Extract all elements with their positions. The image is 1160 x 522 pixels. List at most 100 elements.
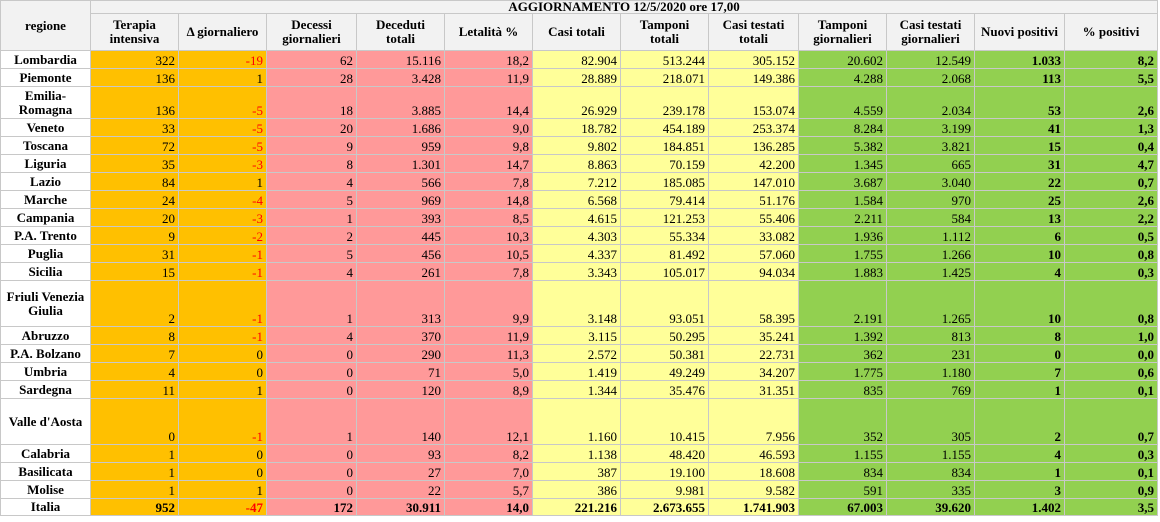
cell-tamponi: 105.017 xyxy=(620,262,709,281)
cell-testati: 22.731 xyxy=(708,344,799,363)
cell-pct: 5,5 xyxy=(1063,68,1159,87)
cell-tamponi: 93.051 xyxy=(620,280,709,327)
cell-decessi-g: 5 xyxy=(266,244,357,263)
cell-regione: Liguria xyxy=(0,154,91,173)
cell-testati-g: 584 xyxy=(886,208,975,227)
cell-nuovi: 53 xyxy=(974,86,1065,119)
header-casi-testati-totali: Casi testati totali xyxy=(708,13,799,51)
cell-decessi-g: 4 xyxy=(266,262,357,281)
cell-letalita: 8,9 xyxy=(444,380,533,399)
cell-casi: 3.115 xyxy=(532,326,621,345)
cell-delta: 1 xyxy=(178,380,267,399)
cell-deceduti: 120 xyxy=(356,380,445,399)
cell-testati: 34.207 xyxy=(708,362,799,381)
cell-delta: -1 xyxy=(178,262,267,281)
table-row: Molise 1 1 0 22 5,7 386 9.981 9.582 591 335 3 0,9 xyxy=(0,480,1159,499)
cell-delta: -1 xyxy=(178,244,267,263)
cell-deceduti: 71 xyxy=(356,362,445,381)
cell-deceduti: 445 xyxy=(356,226,445,245)
cell-casi: 7.212 xyxy=(532,172,621,191)
cell-deceduti: 140 xyxy=(356,398,445,445)
cell-tamponi-g: 1.883 xyxy=(798,262,887,281)
cell-tamponi: 184.851 xyxy=(620,136,709,155)
cell-terapia: 15 xyxy=(90,262,179,281)
table-body: Lombardia 322 -19 62 15.116 18,2 82.904 513.244… xyxy=(0,50,1159,516)
cell-letalita: 12,1 xyxy=(444,398,533,445)
cell-casi: 3.343 xyxy=(532,262,621,281)
cell-casi: 1.160 xyxy=(532,398,621,445)
cell-tamponi-g: 591 xyxy=(798,480,887,499)
cell-pct: 0,8 xyxy=(1063,280,1159,327)
cell-tamponi: 218.071 xyxy=(620,68,709,87)
header-terapia-intensiva: Terapia intensiva xyxy=(90,13,179,51)
cell-delta: 1 xyxy=(178,480,267,499)
cell-letalita: 9,9 xyxy=(444,280,533,327)
cell-testati-g: 3.199 xyxy=(886,118,975,137)
cell-nuovi: 6 xyxy=(974,226,1065,245)
cell-testati: 58.395 xyxy=(708,280,799,327)
cell-testati-g: 39.620 xyxy=(886,498,975,516)
cell-testati-g: 769 xyxy=(886,380,975,399)
header-decessi-giornalieri: Decessi giornalieri xyxy=(266,13,357,51)
cell-casi: 26.929 xyxy=(532,86,621,119)
cell-tamponi-g: 5.382 xyxy=(798,136,887,155)
cell-terapia: 952 xyxy=(90,498,179,516)
cell-delta: -1 xyxy=(178,398,267,445)
cell-terapia: 4 xyxy=(90,362,179,381)
cell-tamponi: 239.178 xyxy=(620,86,709,119)
cell-pct: 1,3 xyxy=(1063,118,1159,137)
header-casi-testati-giornalieri: Casi testati giornalieri xyxy=(886,13,975,51)
cell-deceduti: 456 xyxy=(356,244,445,263)
cell-casi: 386 xyxy=(532,480,621,499)
cell-delta: 1 xyxy=(178,68,267,87)
cell-testati-g: 813 xyxy=(886,326,975,345)
table-row: Abruzzo 8 -1 4 370 11,9 3.115 50.295 35.241 1.392… xyxy=(0,326,1159,345)
cell-casi: 2.572 xyxy=(532,344,621,363)
cell-nuovi: 2 xyxy=(974,398,1065,445)
cell-letalita: 18,2 xyxy=(444,50,533,69)
cell-tamponi-g: 1.775 xyxy=(798,362,887,381)
cell-regione: Toscana xyxy=(0,136,91,155)
cell-testati: 305.152 xyxy=(708,50,799,69)
cell-tamponi: 55.334 xyxy=(620,226,709,245)
cell-tamponi-g: 1.155 xyxy=(798,444,887,463)
cell-letalita: 14,4 xyxy=(444,86,533,119)
cell-nuovi: 113 xyxy=(974,68,1065,87)
table-row: Lombardia 322 -19 62 15.116 18,2 82.904 513.244… xyxy=(0,50,1159,69)
table-row: P.A. Bolzano 7 0 0 290 11,3 2.572 50.381 22.731 3… xyxy=(0,344,1159,363)
cell-testati-g: 1.155 xyxy=(886,444,975,463)
cell-casi: 1.344 xyxy=(532,380,621,399)
table-row: Umbria 4 0 0 71 5,0 1.419 49.249 34.207 1.775 1.18… xyxy=(0,362,1159,381)
cell-regione: Molise xyxy=(0,480,91,499)
table-row: Emilia-Romagna 136 -5 18 3.885 14,4 26.929 239.… xyxy=(0,86,1159,119)
cell-regione: Marche xyxy=(0,190,91,209)
cell-nuovi: 0 xyxy=(974,344,1065,363)
header-percent-positivi: % positivi xyxy=(1063,13,1159,51)
cell-delta: 0 xyxy=(178,362,267,381)
cell-regione: Abruzzo xyxy=(0,326,91,345)
cell-decessi-g: 0 xyxy=(266,480,357,499)
cell-terapia: 0 xyxy=(90,398,179,445)
cell-testati: 57.060 xyxy=(708,244,799,263)
cell-deceduti: 1.686 xyxy=(356,118,445,137)
cell-testati-g: 665 xyxy=(886,154,975,173)
cell-deceduti: 566 xyxy=(356,172,445,191)
cell-regione: Italia xyxy=(0,498,91,516)
cell-letalita: 11,3 xyxy=(444,344,533,363)
cell-decessi-g: 9 xyxy=(266,136,357,155)
cell-casi: 387 xyxy=(532,462,621,481)
cell-decessi-g: 0 xyxy=(266,344,357,363)
cell-tamponi-g: 4.559 xyxy=(798,86,887,119)
cell-letalita: 9,0 xyxy=(444,118,533,137)
cell-deceduti: 15.116 xyxy=(356,50,445,69)
cell-testati: 33.082 xyxy=(708,226,799,245)
cell-nuovi: 1 xyxy=(974,380,1065,399)
table-row: Sicilia 15 -1 4 261 7,8 3.343 105.017 94.034 1.88… xyxy=(0,262,1159,281)
cell-letalita: 5,0 xyxy=(444,362,533,381)
cell-regione: Basilicata xyxy=(0,462,91,481)
cell-decessi-g: 2 xyxy=(266,226,357,245)
cell-tamponi-g: 4.288 xyxy=(798,68,887,87)
cell-testati: 51.176 xyxy=(708,190,799,209)
cell-tamponi: 35.476 xyxy=(620,380,709,399)
